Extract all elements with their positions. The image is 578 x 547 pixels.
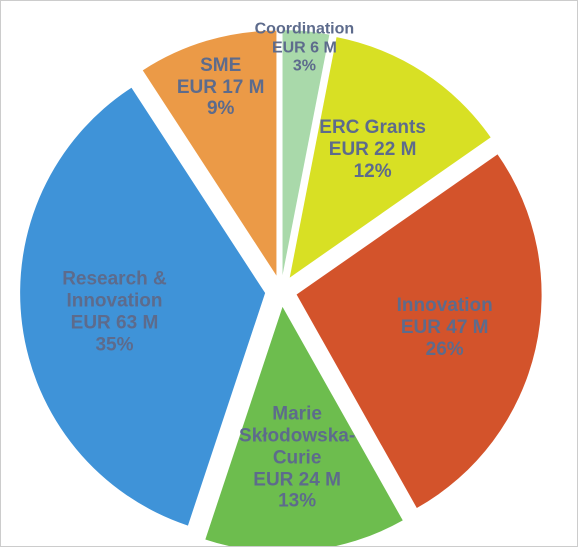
slice-percent: 35%	[95, 334, 134, 356]
slice-amount: EUR 24 M	[253, 469, 341, 491]
slice-amount: EUR 6 M	[271, 39, 337, 57]
slice-percent: 12%	[353, 161, 392, 183]
slice-label: Research & Innovation EUR 63 M 35%	[44, 269, 184, 356]
slice-amount: EUR 47 M	[400, 317, 489, 339]
pie-slice	[296, 154, 542, 509]
slice-category: Coordination	[254, 20, 355, 38]
slice-percent: 9%	[206, 98, 235, 120]
slice-percent: 13%	[278, 490, 317, 512]
slice-label: Innovation EUR 47 M 26%	[375, 296, 515, 362]
slice-category: Marie Skłodowska-Curie	[239, 403, 356, 469]
slice-category: Research & Innovation	[62, 268, 167, 312]
slice-percent: 26%	[425, 339, 464, 361]
slice-amount: EUR 17 M	[176, 76, 265, 98]
slice-category: SME	[200, 54, 242, 76]
slice-amount: EUR 22 M	[328, 139, 417, 161]
slice-label: Marie Skłodowska-Curie EUR 24 M 13%	[227, 404, 367, 513]
pie-slice	[282, 30, 330, 276]
slice-category: ERC Grants	[319, 117, 426, 139]
pie-slice	[205, 306, 403, 546]
pie-slice	[289, 37, 491, 278]
slice-label: Coordination EUR 6 M 3%	[244, 21, 364, 76]
slice-category: Innovation	[396, 295, 493, 317]
slice-label: ERC Grants EUR 22 M 12%	[303, 118, 443, 184]
pie-slice	[20, 87, 266, 526]
slice-label: SME EUR 17 M 9%	[151, 55, 291, 121]
slice-amount: EUR 63 M	[70, 312, 159, 334]
pie-slice	[142, 30, 277, 276]
slice-percent: 3%	[292, 57, 316, 75]
